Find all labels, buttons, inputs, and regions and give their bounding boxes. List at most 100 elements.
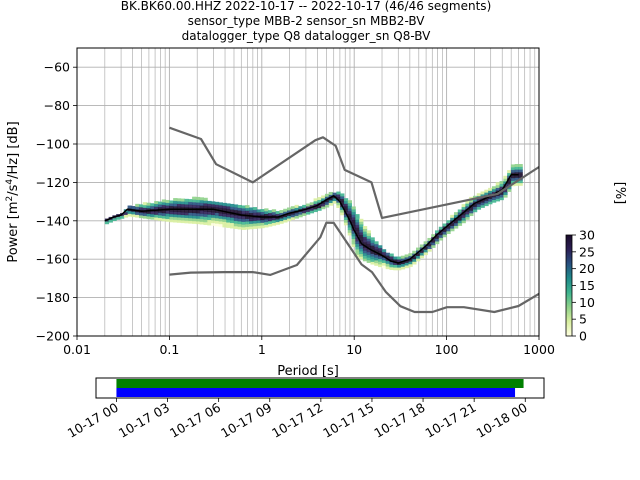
y-tick-label: −160 xyxy=(36,252,70,267)
heatmap-cell xyxy=(499,194,504,198)
heatmap-cell xyxy=(381,262,387,266)
heatmap-cell xyxy=(286,212,292,216)
heatmap-cell xyxy=(271,209,277,213)
heatmap-cell xyxy=(450,222,455,226)
heatmap-cell xyxy=(165,205,170,209)
heatmap-cell xyxy=(207,200,212,204)
heatmap-cell xyxy=(241,208,246,212)
heatmap-cell xyxy=(370,240,375,244)
heatmap-cell xyxy=(165,213,170,217)
heatmap-cell xyxy=(218,205,223,209)
timeline-tick-label: 10-17 03 xyxy=(116,400,172,441)
heatmap-cell xyxy=(241,226,246,230)
heatmap-cell xyxy=(154,203,159,207)
heatmap-cell xyxy=(488,201,493,205)
heatmap-cell xyxy=(507,170,512,174)
heatmap-cell xyxy=(180,214,186,218)
colorbar-label: [%] xyxy=(612,182,627,205)
heatmap-cell xyxy=(362,231,368,235)
heatmap-cell xyxy=(161,218,167,222)
heatmap-cell xyxy=(431,242,436,246)
heatmap-cell xyxy=(435,241,440,245)
heatmap-cell xyxy=(416,247,421,251)
heatmap-cell xyxy=(161,210,167,214)
heatmap-cell xyxy=(233,217,239,221)
heatmap-cell xyxy=(256,225,261,229)
heatmap-cell xyxy=(510,169,516,173)
heatmap-cell xyxy=(283,216,288,220)
heatmap-cell xyxy=(188,209,193,213)
heatmap-cell xyxy=(146,205,151,209)
heatmap-cell xyxy=(442,223,447,227)
heatmap-cell xyxy=(351,217,356,221)
heatmap-cell xyxy=(192,220,197,224)
heatmap-cell xyxy=(249,223,254,227)
heatmap-cell xyxy=(226,206,231,210)
heatmap-cell xyxy=(419,249,425,253)
heatmap-cell xyxy=(245,205,250,209)
heatmap-cell xyxy=(279,220,284,224)
heatmap-cell xyxy=(446,220,451,224)
heatmap-cell xyxy=(123,211,129,215)
heatmap-cell xyxy=(374,241,379,245)
heatmap-cell xyxy=(184,212,189,216)
heatmap-cell xyxy=(192,196,197,200)
heatmap-cell xyxy=(355,227,360,231)
heatmap-cell xyxy=(362,242,368,246)
heatmap-cell xyxy=(233,204,239,208)
heatmap-cell xyxy=(397,264,402,268)
heatmap-cell xyxy=(275,216,280,220)
heatmap-cell xyxy=(385,260,390,264)
heatmap-cell xyxy=(503,194,508,198)
heatmap-cell xyxy=(203,200,208,204)
heatmap-cell xyxy=(286,210,292,214)
heatmap-cell xyxy=(146,213,151,217)
heatmap-cell xyxy=(514,174,520,178)
heatmap-cell xyxy=(461,204,466,208)
coverage-bar xyxy=(116,379,524,388)
heatmap-cell xyxy=(271,214,277,218)
heatmap-cell xyxy=(176,214,182,218)
heatmap-cell xyxy=(427,237,432,241)
heatmap-cell xyxy=(359,251,364,255)
heatmap-cell xyxy=(465,216,470,220)
psd-lines xyxy=(104,126,540,314)
heatmap-cell xyxy=(184,201,189,205)
heatmap-cell xyxy=(313,201,318,205)
heatmap-cell xyxy=(173,219,178,223)
heatmap-cell xyxy=(222,208,227,212)
heatmap-cell xyxy=(207,208,212,212)
heatmap-cell xyxy=(423,249,428,253)
heatmap-cell xyxy=(461,220,466,224)
heatmap-cell xyxy=(283,211,288,215)
heatmap-cell xyxy=(157,206,163,210)
heatmap-cell xyxy=(412,256,417,260)
heatmap-cell xyxy=(343,206,349,210)
heatmap-cell xyxy=(195,221,201,225)
heatmap-cell xyxy=(336,191,341,195)
heatmap-cell xyxy=(359,229,364,233)
heatmap-cell xyxy=(302,212,307,216)
heatmap-cell xyxy=(351,214,356,218)
heatmap-cell xyxy=(503,191,508,195)
heatmap-cell xyxy=(351,230,356,234)
heatmap-cell xyxy=(423,252,428,256)
heatmap-cell xyxy=(249,218,254,222)
heatmap-cell xyxy=(180,206,186,210)
heatmap-cell xyxy=(495,184,501,188)
heatmap-cell xyxy=(150,213,155,217)
heatmap-cell xyxy=(268,218,273,222)
heatmap-cell xyxy=(222,202,227,206)
heatmap-cell xyxy=(408,261,413,265)
heatmap-cell xyxy=(305,206,311,210)
heatmap-cell xyxy=(154,214,159,218)
heatmap-cell xyxy=(165,199,170,203)
heatmap-cell xyxy=(503,175,508,179)
heatmap-cell xyxy=(457,222,463,226)
heatmap-cell xyxy=(264,221,269,225)
heatmap-cell xyxy=(435,238,440,242)
heatmap-cell xyxy=(450,217,455,221)
heatmap-cell xyxy=(351,241,356,245)
heatmap-cell xyxy=(355,230,360,234)
